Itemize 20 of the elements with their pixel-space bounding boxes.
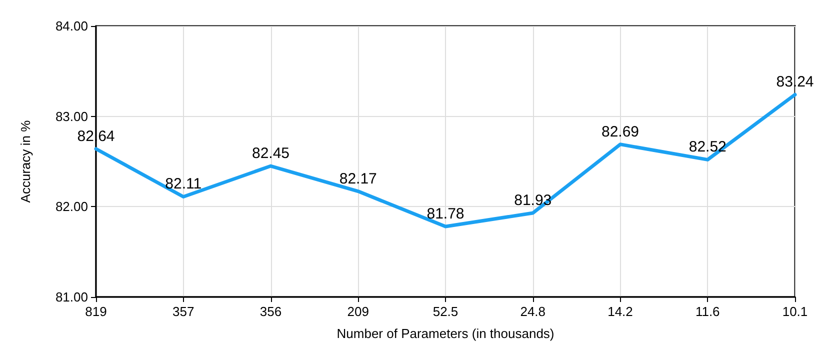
x-tick-label: 14.2 (608, 304, 633, 319)
y-tick-label: 81.00 (55, 290, 88, 304)
y-tick-label: 84.00 (55, 18, 88, 34)
x-tick-label: 10.1 (782, 304, 808, 319)
x-tick-label: 52.5 (432, 304, 458, 319)
x-tick-label: 356 (260, 304, 282, 319)
data-label: 82.45 (252, 145, 290, 162)
x-tick-label: 209 (347, 304, 369, 319)
data-label: 82.17 (339, 170, 377, 188)
y-tick-label: 82.00 (55, 199, 88, 214)
data-label: 81.78 (426, 206, 464, 223)
data-label: 82.69 (601, 123, 640, 140)
x-tick-label: 819 (85, 304, 107, 319)
y-axis-title: Accuracy in % (18, 120, 33, 203)
x-axis-title: Number of Parameters (in thousands) (336, 326, 554, 341)
x-tick-label: 357 (172, 304, 194, 319)
x-tick-label: 11.6 (695, 304, 720, 319)
y-tick-label: 83.00 (55, 108, 88, 124)
x-tick-label: 24.8 (520, 304, 546, 319)
data-label: 82.11 (165, 176, 202, 193)
